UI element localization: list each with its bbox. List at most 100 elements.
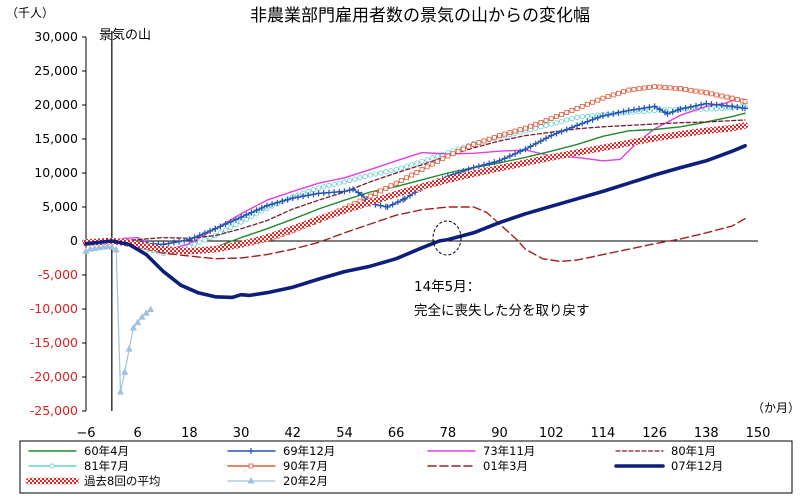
data-point <box>108 243 116 250</box>
data-point <box>579 103 585 109</box>
data-point <box>82 247 90 254</box>
data-point <box>677 106 684 113</box>
data-point <box>142 309 150 316</box>
data-point <box>227 218 234 225</box>
x-tick-label: 30 <box>233 426 250 441</box>
series-layer <box>82 84 749 395</box>
data-point <box>600 95 606 101</box>
data-point <box>121 368 129 375</box>
x-tick-label: 54 <box>336 426 353 441</box>
data-point <box>698 101 705 108</box>
data-point <box>656 106 663 113</box>
data-point <box>165 240 172 247</box>
data-point <box>222 227 229 233</box>
data-point <box>258 204 265 211</box>
data-point <box>112 245 120 253</box>
data-point <box>657 84 663 90</box>
series-01年3月 <box>85 206 746 263</box>
data-point <box>429 161 435 167</box>
legend-label: 80年1月 <box>671 444 716 458</box>
data-point <box>419 158 425 165</box>
data-point <box>615 109 622 116</box>
data-point <box>471 142 477 147</box>
data-point <box>367 193 373 199</box>
data-point <box>129 324 137 331</box>
data-point <box>548 116 554 121</box>
data-point <box>507 130 513 136</box>
data-point <box>455 148 461 154</box>
series-line <box>82 122 749 255</box>
data-point <box>724 94 730 100</box>
data-point <box>641 104 648 111</box>
data-point <box>481 138 487 144</box>
data-point <box>217 223 224 230</box>
data-point <box>284 196 291 203</box>
legend-item: 81年7月 <box>28 459 129 473</box>
data-point <box>191 241 198 247</box>
data-point <box>212 225 219 232</box>
data-point <box>138 313 146 320</box>
data-point <box>383 169 389 175</box>
y-tick-label: -20,000 <box>30 369 78 384</box>
data-point <box>662 85 668 90</box>
data-point <box>243 211 250 218</box>
legend-marker <box>49 463 55 469</box>
legend-label: 01年3月 <box>483 459 528 473</box>
data-point <box>708 101 715 108</box>
legend-item: 07年12月 <box>614 459 723 473</box>
data-point <box>589 116 596 123</box>
data-point <box>300 193 307 200</box>
series-line <box>85 206 746 263</box>
peak-label: 景気の山 <box>99 27 151 43</box>
data-point <box>647 84 652 90</box>
data-point <box>610 110 617 117</box>
data-point <box>393 180 399 186</box>
data-point <box>486 136 492 142</box>
legend-marker <box>248 463 254 469</box>
legend-label: 過去8回の平均 <box>84 474 160 488</box>
data-point <box>512 150 519 157</box>
legend-label: 07年12月 <box>671 459 723 473</box>
data-point <box>497 133 502 139</box>
data-point <box>683 87 689 92</box>
legend-label: 20年2月 <box>283 474 328 488</box>
data-point <box>450 151 456 157</box>
data-point <box>388 168 394 174</box>
data-point <box>373 191 378 196</box>
data-point <box>269 201 276 208</box>
data-point <box>388 183 394 189</box>
data-point <box>554 114 559 119</box>
data-point <box>682 104 689 111</box>
legend-item: 90年7月 <box>227 459 328 473</box>
legend-item: 69年12月 <box>227 444 335 458</box>
legend-item: 過去8回の平均 <box>25 474 160 488</box>
annotation-circle <box>432 220 462 256</box>
data-point <box>646 104 653 111</box>
y-tick-label: -10,000 <box>30 301 78 316</box>
data-point <box>734 97 740 102</box>
series-80年1月 <box>85 119 746 244</box>
data-point <box>543 122 549 129</box>
data-point <box>708 106 715 112</box>
data-point <box>564 110 570 115</box>
data-point <box>176 238 183 245</box>
data-point <box>548 121 554 127</box>
legend-marker <box>247 477 255 484</box>
data-point <box>620 108 627 115</box>
x-tick-label: 138 <box>694 426 719 441</box>
data-point <box>465 166 472 173</box>
series-過去8回の平均 <box>82 122 749 255</box>
data-point <box>147 305 155 313</box>
data-point <box>134 318 142 326</box>
data-point <box>331 189 338 196</box>
legend-item: 20年2月 <box>227 474 328 488</box>
data-point <box>568 124 575 131</box>
data-point <box>346 187 353 194</box>
data-point <box>238 214 245 221</box>
data-point <box>377 202 384 209</box>
data-point <box>326 182 332 189</box>
data-point <box>595 97 601 103</box>
data-point <box>263 202 270 209</box>
data-point <box>636 105 643 112</box>
data-point <box>621 89 626 95</box>
